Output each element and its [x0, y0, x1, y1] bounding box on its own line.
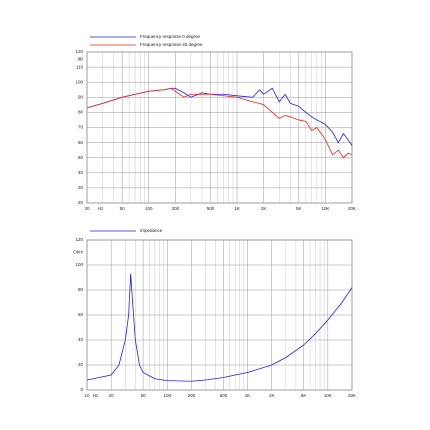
x-tick-label: 200 — [188, 393, 196, 398]
x-tick-label: 20 — [109, 393, 115, 398]
y-tick-label: 80 — [78, 287, 84, 292]
legend-label: Frequency response 45 degree — [140, 42, 203, 47]
x-tick-label: 20K — [348, 393, 356, 398]
x-tick-label: 500 — [220, 393, 228, 398]
y-tick-label: 70 — [78, 125, 84, 130]
x-tick-label: 10 — [84, 393, 90, 398]
data-line — [86, 273, 353, 382]
x-tick-label: 20 — [84, 206, 90, 211]
x-tick-label: 2K — [261, 206, 267, 211]
y-tick-label: 20 — [78, 362, 84, 367]
x-axis-label: Hz — [98, 206, 104, 211]
x-tick-label: 10K — [321, 206, 329, 211]
data-line — [86, 87, 353, 159]
data-line — [86, 87, 353, 146]
y-tick-label: 120 — [75, 237, 83, 242]
y-tick-label: 0 — [80, 387, 83, 392]
x-tick-label: 50 — [120, 206, 126, 211]
x-tick-label: 100 — [164, 393, 172, 398]
y-tick-label: 60 — [78, 312, 84, 317]
y-tick-label: 30 — [78, 185, 84, 190]
legend-label: Frequency response 0 degree — [140, 34, 201, 39]
y-tick-label: 60 — [78, 140, 84, 145]
x-tick-label: 500 — [207, 206, 215, 211]
x-tick-label: 2K — [269, 393, 275, 398]
x-tick-label: 50 — [141, 393, 147, 398]
x-tick-label: 5K — [301, 393, 307, 398]
y-axis-label: dB — [77, 57, 83, 62]
y-tick-label: 120 — [75, 49, 83, 54]
x-tick-label: 100 — [145, 206, 153, 211]
x-tick-label: 1K — [245, 393, 251, 398]
y-tick-label: 20 — [78, 200, 84, 205]
x-tick-label: 5K — [296, 206, 302, 211]
x-tick-label: 200 — [172, 206, 180, 211]
legend-label: Impedance — [140, 228, 163, 233]
x-tick-label: 20K — [348, 206, 356, 211]
y-tick-label: 100 — [75, 79, 83, 84]
y-tick-label: 40 — [78, 170, 84, 175]
x-axis-label: Hz — [93, 393, 99, 398]
y-axis-label: Ohm — [73, 250, 83, 255]
y-tick-label: 80 — [78, 110, 84, 115]
y-tick-label: 90 — [78, 94, 84, 99]
x-tick-label: 10K — [324, 393, 332, 398]
y-tick-label: 110 — [76, 64, 84, 69]
x-tick-label: 1K — [234, 206, 240, 211]
y-tick-label: 50 — [78, 155, 84, 160]
y-tick-label: 40 — [78, 337, 84, 342]
y-tick-label: 100 — [75, 262, 83, 267]
